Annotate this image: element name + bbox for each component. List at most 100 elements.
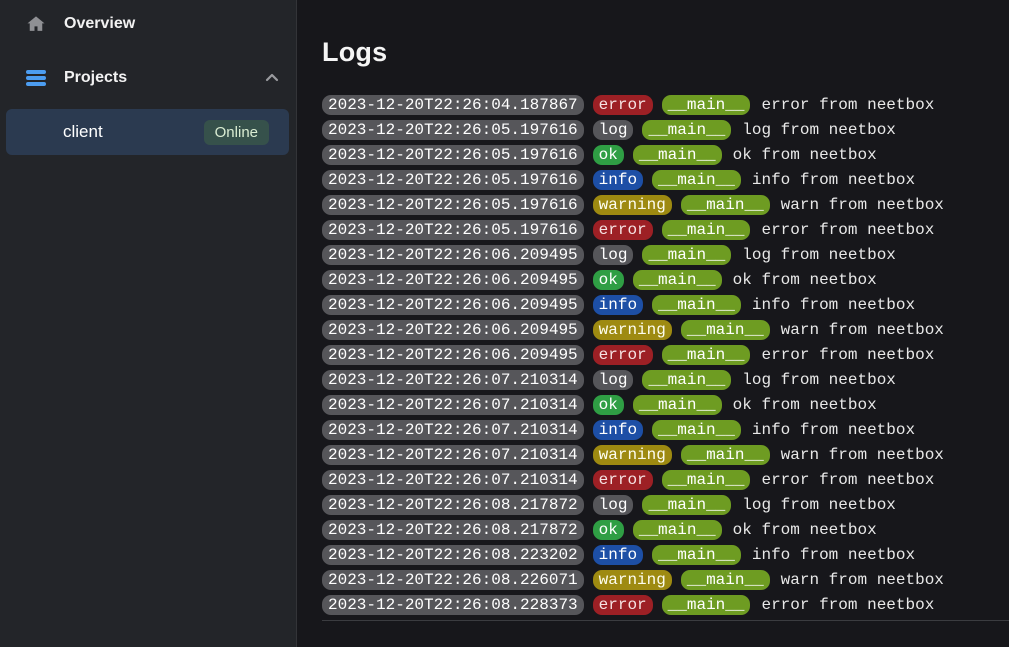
log-message: info from neetbox [751,546,916,564]
timestamp-badge: 2023-12-20T22:26:04.187867 [322,95,584,115]
log-message: warn from neetbox [780,571,944,589]
log-row: 2023-12-20T22:26:06.209495 log __main__ … [322,245,1009,265]
level-badge: error [592,470,653,490]
module-badge: __main__ [632,520,722,540]
level-badge: warning [592,570,672,590]
log-row: 2023-12-20T22:26:07.210314 info __main__… [322,420,1009,440]
level-badge: log [592,495,634,515]
module-badge: __main__ [652,295,741,315]
timestamp-badge: 2023-12-20T22:26:08.217872 [322,520,584,540]
log-message: ok from neetbox [732,271,877,289]
log-row: 2023-12-20T22:26:08.223202 info __main__… [322,545,1009,565]
level-badge: error [592,220,653,240]
project-name: client [63,122,103,141]
log-row: 2023-12-20T22:26:05.197616 info __main__… [322,170,1009,190]
timestamp-badge: 2023-12-20T22:26:06.209495 [322,245,584,265]
timestamp-badge: 2023-12-20T22:26:07.210314 [322,470,584,490]
level-badge: warning [592,445,672,465]
log-row: 2023-12-20T22:26:05.197616 ok __main__ o… [322,145,1009,165]
log-row: 2023-12-20T22:26:08.217872 ok __main__ o… [322,520,1009,540]
module-badge: __main__ [661,470,751,490]
level-badge: ok [592,520,624,540]
log-list: 2023-12-20T22:26:04.187867 error __main_… [322,95,1009,615]
level-badge: ok [592,270,624,290]
module-badge: __main__ [652,170,741,190]
log-row: 2023-12-20T22:26:05.197616 log __main__ … [322,120,1009,140]
chevron-up-icon[interactable] [264,70,280,86]
timestamp-badge: 2023-12-20T22:26:07.210314 [322,420,584,440]
divider [322,620,1009,621]
log-message: info from neetbox [751,171,916,189]
timestamp-badge: 2023-12-20T22:26:06.209495 [322,295,584,315]
level-badge: ok [592,395,624,415]
level-badge: error [592,95,653,115]
module-badge: __main__ [632,145,722,165]
module-badge: __main__ [642,245,732,265]
timestamp-badge: 2023-12-20T22:26:06.209495 [322,320,584,340]
level-badge: info [592,545,644,565]
module-badge: __main__ [652,545,741,565]
level-badge: info [592,420,644,440]
module-badge: __main__ [680,570,770,590]
log-message: warn from neetbox [780,446,944,464]
module-badge: __main__ [632,270,722,290]
log-message: ok from neetbox [732,146,877,164]
timestamp-badge: 2023-12-20T22:26:05.197616 [322,195,584,215]
log-message: warn from neetbox [780,196,944,214]
level-badge: warning [592,195,672,215]
module-badge: __main__ [661,345,751,365]
log-message: error from neetbox [761,346,935,364]
main-content: Logs 2023-12-20T22:26:04.187867 error __… [297,0,1009,647]
log-row: 2023-12-20T22:26:08.228373 error __main_… [322,595,1009,615]
sidebar-item-overview[interactable]: Overview [0,2,296,46]
log-row: 2023-12-20T22:26:07.210314 log __main__ … [322,370,1009,390]
timestamp-badge: 2023-12-20T22:26:08.226071 [322,570,584,590]
module-badge: __main__ [680,195,770,215]
log-message: info from neetbox [751,421,916,439]
timestamp-badge: 2023-12-20T22:26:08.223202 [322,545,584,565]
module-badge: __main__ [680,320,770,340]
log-row: 2023-12-20T22:26:07.210314 warning __mai… [322,445,1009,465]
timestamp-badge: 2023-12-20T22:26:06.209495 [322,345,584,365]
module-badge: __main__ [680,445,770,465]
log-message: log from neetbox [742,371,896,389]
module-badge: __main__ [661,220,751,240]
timestamp-badge: 2023-12-20T22:26:05.197616 [322,120,584,140]
timestamp-badge: 2023-12-20T22:26:05.197616 [322,145,584,165]
log-row: 2023-12-20T22:26:06.209495 info __main__… [322,295,1009,315]
log-row: 2023-12-20T22:26:08.217872 log __main__ … [322,495,1009,515]
log-row: 2023-12-20T22:26:05.197616 warning __mai… [322,195,1009,215]
module-badge: __main__ [661,595,751,615]
timestamp-badge: 2023-12-20T22:26:08.217872 [322,495,584,515]
projects-icon [25,70,47,86]
log-row: 2023-12-20T22:26:07.210314 error __main_… [322,470,1009,490]
log-row: 2023-12-20T22:26:06.209495 error __main_… [322,345,1009,365]
module-badge: __main__ [632,395,722,415]
log-message: error from neetbox [761,96,935,114]
log-message: error from neetbox [761,221,935,239]
log-message: error from neetbox [761,596,935,614]
level-badge: log [592,120,634,140]
module-badge: __main__ [642,495,732,515]
log-message: error from neetbox [761,471,935,489]
home-icon [25,14,47,34]
level-badge: log [592,245,634,265]
log-row: 2023-12-20T22:26:08.226071 warning __mai… [322,570,1009,590]
level-badge: info [592,295,644,315]
status-badge: Online [203,119,269,145]
log-row: 2023-12-20T22:26:06.209495 warning __mai… [322,320,1009,340]
level-badge: info [592,170,644,190]
timestamp-badge: 2023-12-20T22:26:05.197616 [322,220,584,240]
sidebar-item-label: Overview [64,15,136,32]
module-badge: __main__ [642,120,732,140]
log-message: log from neetbox [742,496,896,514]
sidebar-item-projects[interactable]: Projects [0,56,296,100]
log-message: ok from neetbox [732,521,877,539]
module-badge: __main__ [652,420,741,440]
level-badge: error [592,345,653,365]
timestamp-badge: 2023-12-20T22:26:07.210314 [322,370,584,390]
level-badge: warning [592,320,672,340]
log-row: 2023-12-20T22:26:05.197616 error __main_… [322,220,1009,240]
sidebar: Overview Projects client Online [0,0,297,647]
sidebar-item-client[interactable]: client Online [6,109,289,155]
